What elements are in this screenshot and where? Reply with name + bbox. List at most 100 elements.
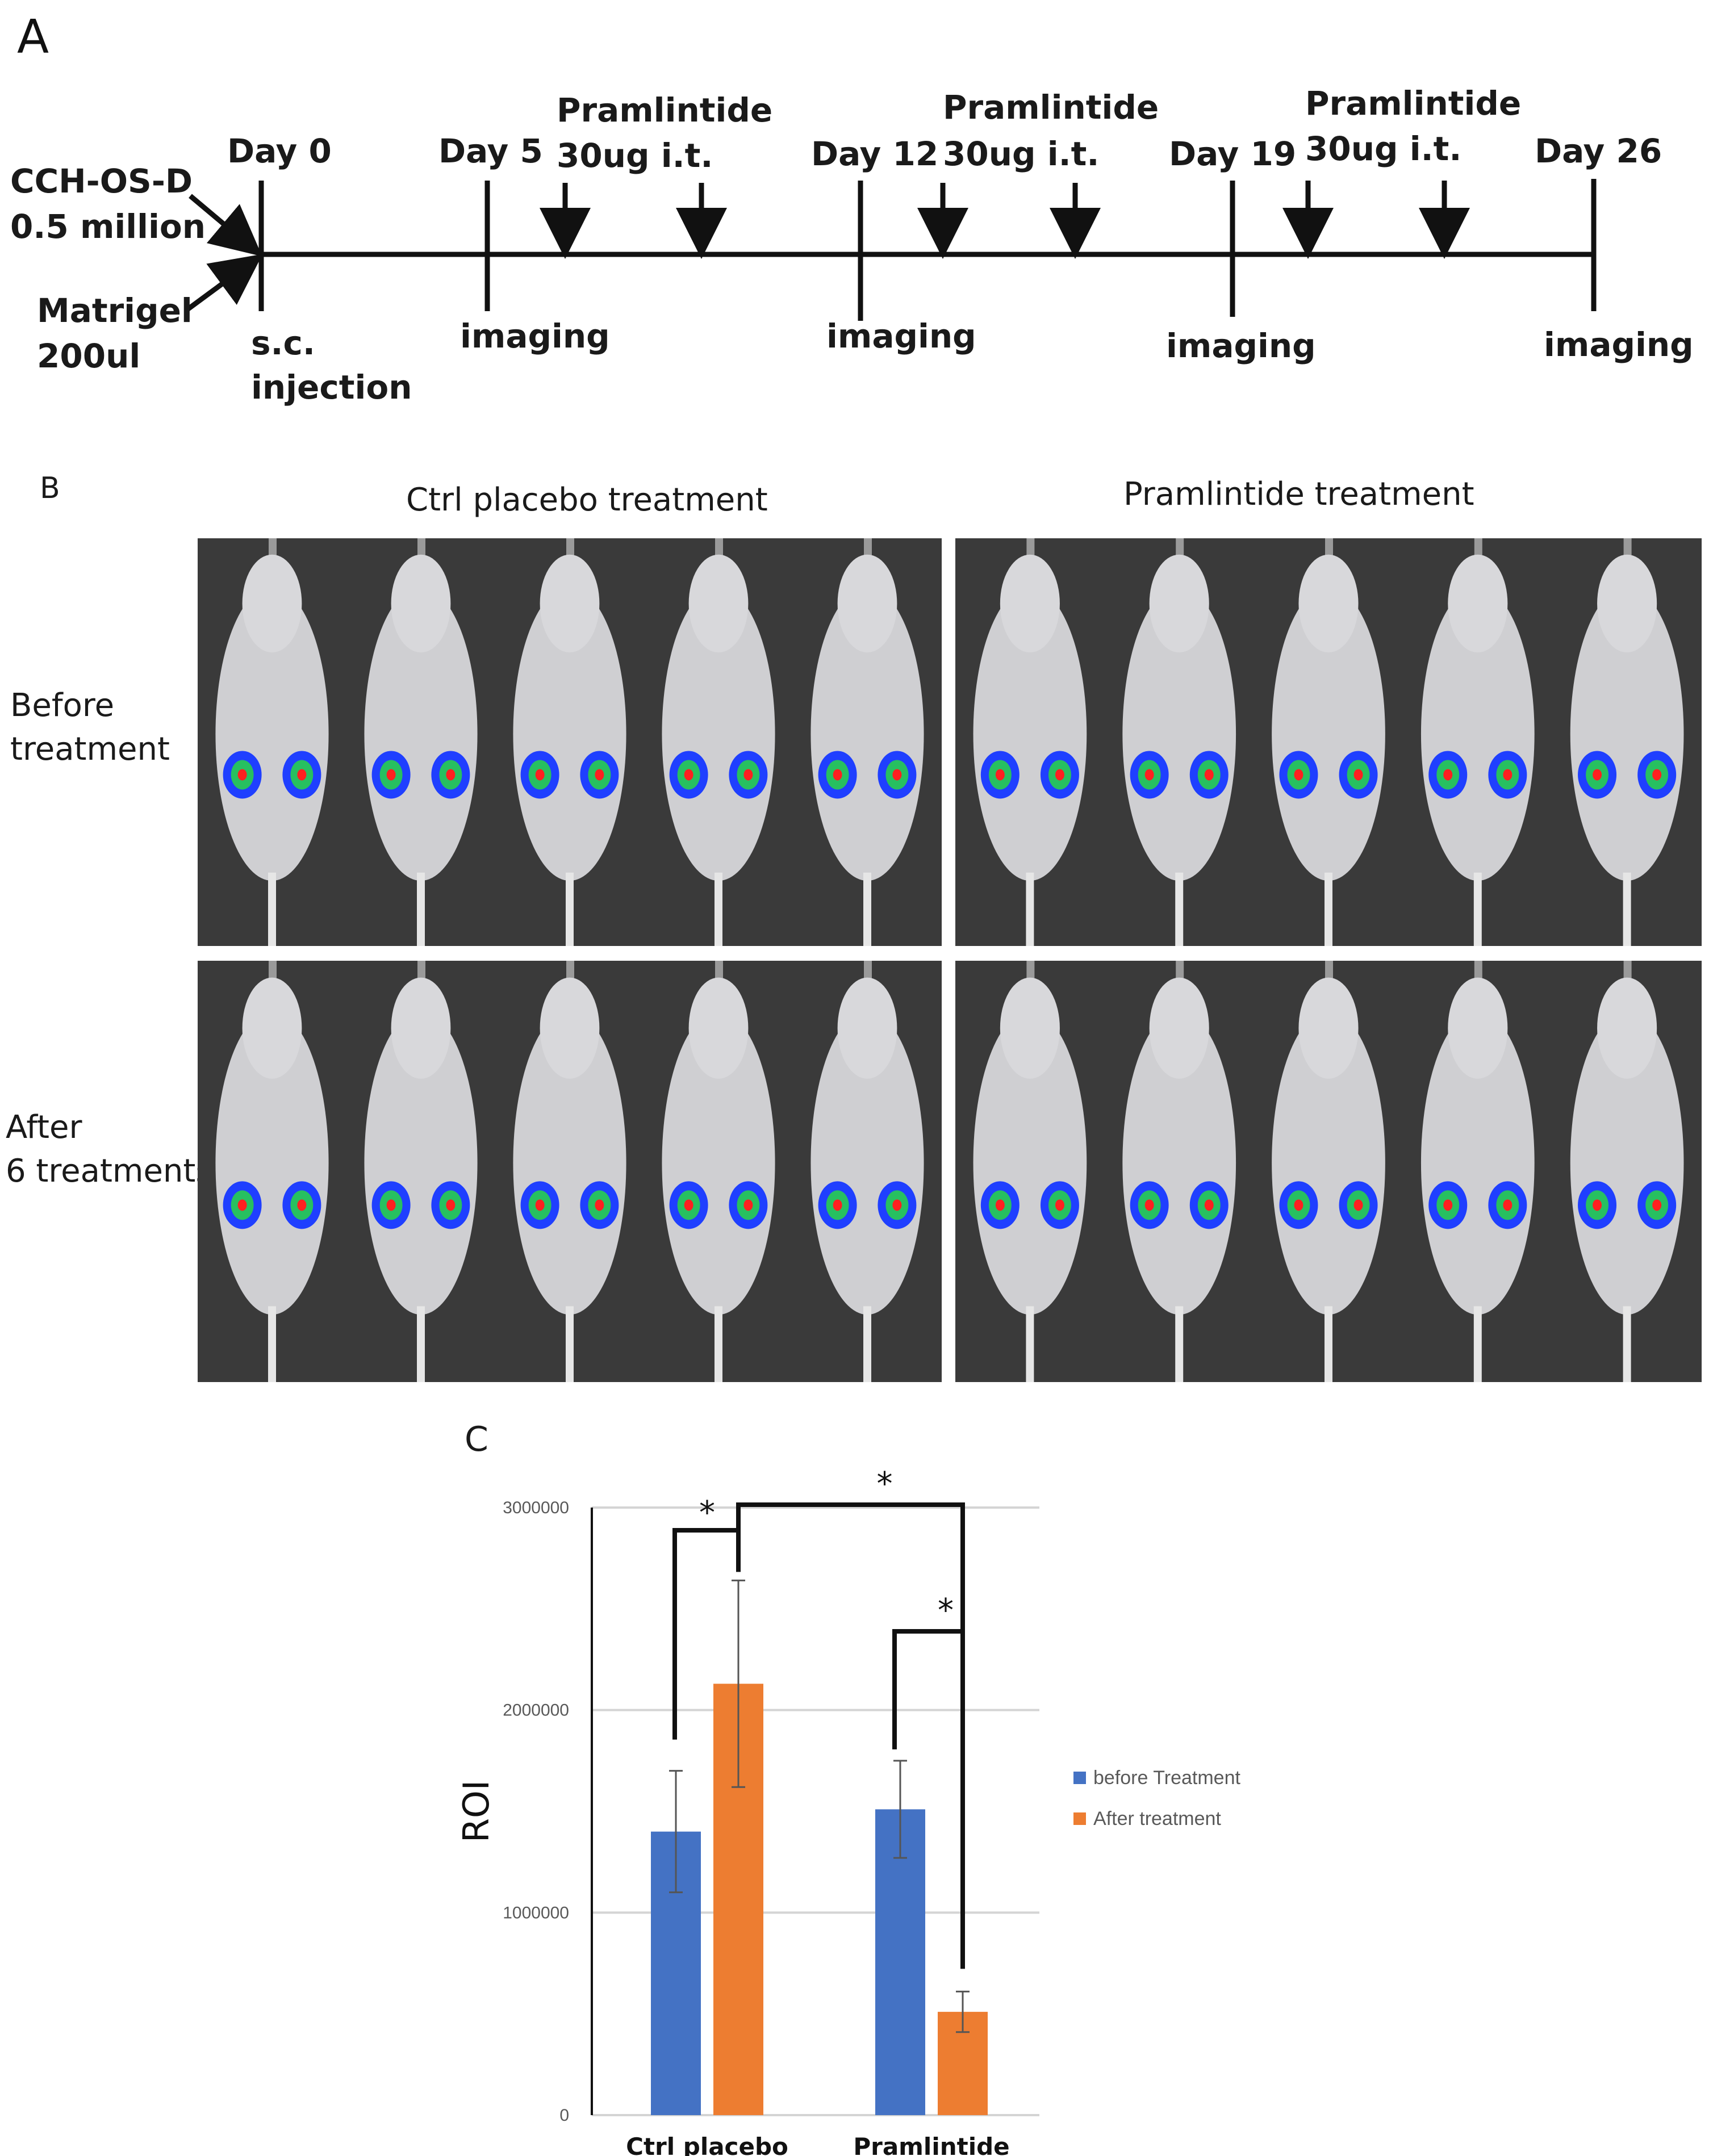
- bioluminescence-signal: [729, 751, 768, 799]
- event-label: s.c.: [251, 324, 315, 362]
- legend-swatch: [1073, 1812, 1086, 1825]
- significance-star: *: [699, 1494, 715, 1531]
- bar: [938, 2012, 988, 2115]
- mouse: [810, 587, 924, 881]
- significance-bracket: *: [892, 1592, 963, 1749]
- legend-label: After treatment: [1093, 1808, 1221, 1830]
- bar: [651, 1831, 701, 2115]
- column-header-ctrl: Ctrl placebo treatment: [406, 482, 768, 518]
- bioluminescence-signal: [669, 1181, 708, 1229]
- mouse: [215, 587, 329, 881]
- row-label-before: treatment: [10, 731, 170, 768]
- row-label-after: 6 treatments: [6, 1153, 212, 1190]
- bioluminescence-signal: [1130, 751, 1169, 799]
- mouse: [662, 587, 775, 881]
- x-category-label: Ctrl placebo: [626, 2133, 788, 2156]
- mouse: [364, 1011, 478, 1315]
- bioluminescence-signal: [1488, 1181, 1527, 1229]
- panel-label-c: C: [465, 1420, 488, 1459]
- treatment-label: 30ug i.t.: [943, 135, 1100, 173]
- mouse: [1272, 1011, 1385, 1315]
- panel-label-a: A: [17, 10, 49, 64]
- bioluminescence-signal: [431, 751, 470, 799]
- bioluminescence-signal: [580, 751, 619, 799]
- input-matrigel-line1: Matrigel: [37, 291, 193, 330]
- bioluminescence-signal: [1189, 1181, 1229, 1229]
- treatment-label: 30ug i.t.: [1305, 129, 1462, 168]
- input-arrow-matrigel: [186, 254, 263, 312]
- bioluminescence-signal: [1189, 751, 1229, 799]
- bar: [875, 1809, 925, 2115]
- bioluminescence-signal: [669, 751, 708, 799]
- y-axis-label: ROI: [456, 1780, 497, 1843]
- bioluminescence-signal: [878, 1181, 917, 1229]
- mouse: [973, 587, 1087, 881]
- bioluminescence-signal: [1578, 1181, 1617, 1229]
- bioluminescence-signal: [282, 1181, 321, 1229]
- mouse: [215, 1011, 329, 1315]
- bioluminescence-signal: [878, 751, 917, 799]
- day-label: Day 19: [1169, 135, 1297, 173]
- input-cells-line2: 0.5 million: [10, 207, 206, 246]
- bioluminescence-signal: [431, 1181, 470, 1229]
- mouse: [513, 587, 626, 881]
- mouse: [1570, 587, 1684, 881]
- bar: [713, 1684, 763, 2115]
- bioluminescence-signal: [1279, 1181, 1318, 1229]
- bioluminescence-signal: [1578, 751, 1617, 799]
- row-label-before: Before: [10, 687, 115, 724]
- mouse: [1570, 1011, 1684, 1315]
- x-category-label: Pramlintide: [853, 2133, 1009, 2156]
- bioluminescence-signal: [520, 1181, 559, 1229]
- mouse: [1272, 587, 1385, 881]
- legend-item: before Treatment: [1073, 1767, 1240, 1789]
- event-label: imaging: [826, 317, 976, 355]
- bioluminescence-signal: [1130, 1181, 1169, 1229]
- input-cells-line1: CCH-OS-D: [10, 162, 193, 200]
- event-label: injection: [251, 368, 412, 407]
- bioluminescence-signal: [818, 1181, 857, 1229]
- input-matrigel-line2: 200ul: [37, 337, 141, 375]
- column-header-pramlintide: Pramlintide treatment: [1123, 476, 1474, 513]
- legend-item: After treatment: [1073, 1808, 1221, 1830]
- day-label: Day 0: [227, 132, 332, 170]
- bioluminescence-signal: [1428, 751, 1468, 799]
- error-bar: [732, 1579, 745, 1788]
- significance-star: *: [877, 1466, 893, 1502]
- bioluminescence-signal: [1637, 751, 1677, 799]
- mouse: [810, 1011, 924, 1315]
- bioluminescence-signal: [1040, 751, 1079, 799]
- event-label: imaging: [460, 317, 610, 355]
- bioluminescence-signal: [1488, 751, 1527, 799]
- error-bar: [956, 1990, 970, 2033]
- mouse: [364, 587, 478, 881]
- mouse: [513, 1011, 626, 1315]
- treatment-label: Pramlintide: [943, 88, 1159, 127]
- photo-ctrl-before: [198, 538, 942, 946]
- significance-bracket: *: [736, 1466, 965, 1969]
- y-tick-label: 2000000: [503, 1701, 569, 1720]
- bioluminescence-signal: [980, 751, 1020, 799]
- mouse: [1122, 587, 1236, 881]
- day-label: Day 12: [811, 135, 939, 173]
- row-label-after: After: [6, 1109, 82, 1146]
- bioluminescence-signal: [1428, 1181, 1468, 1229]
- bioluminescence-signal: [980, 1181, 1020, 1229]
- bioluminescence-signal: [1339, 751, 1378, 799]
- bioluminescence-signal: [818, 751, 857, 799]
- treatment-label: Pramlintide: [557, 91, 773, 129]
- bioluminescence-signal: [371, 1181, 411, 1229]
- y-tick-label: 0: [559, 2106, 569, 2125]
- bioluminescence-signal: [371, 751, 411, 799]
- photo-ctrl-after: [198, 961, 942, 1382]
- significance-star: *: [938, 1592, 954, 1629]
- bioluminescence-signal: [282, 751, 321, 799]
- bioluminescence-signal: [223, 1181, 262, 1229]
- photo-pram-before: [955, 538, 1702, 946]
- day-label: Day 26: [1535, 132, 1662, 170]
- mouse: [1420, 1011, 1535, 1315]
- event-label: imaging: [1166, 326, 1316, 365]
- legend-swatch: [1073, 1772, 1086, 1784]
- bioluminescence-signal: [1279, 751, 1318, 799]
- bioluminescence-signal: [1339, 1181, 1378, 1229]
